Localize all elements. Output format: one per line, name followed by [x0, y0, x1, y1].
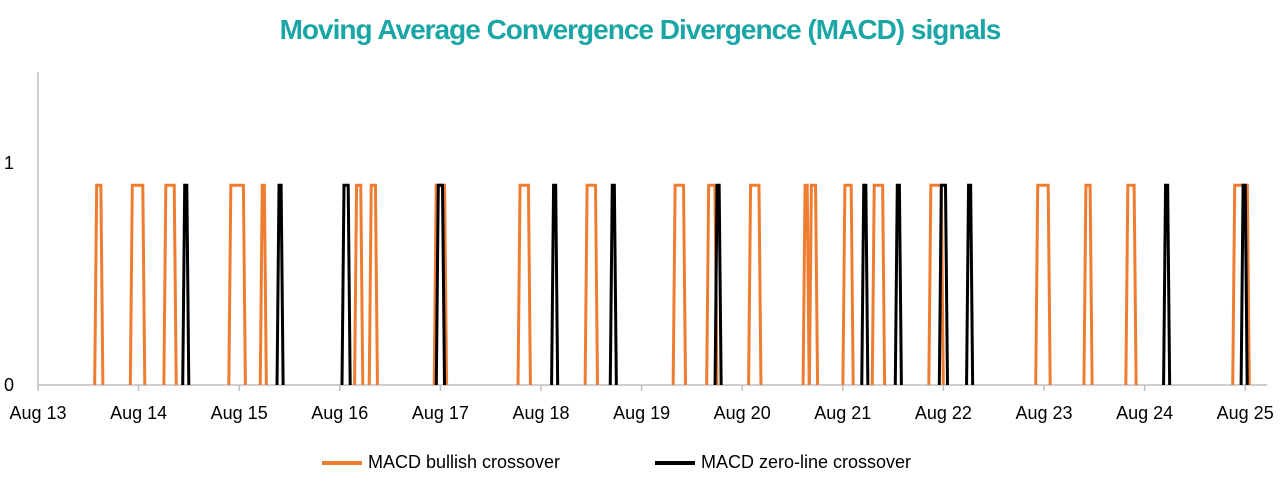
- x-tick-label: Aug 16: [311, 403, 368, 423]
- bullish-crossover-pulse: [807, 183, 820, 386]
- legend-item-bullish: MACD bullish crossover: [322, 452, 560, 473]
- bullish-crossover-pulse: [1082, 183, 1094, 386]
- x-tick-label: Aug 20: [714, 403, 771, 423]
- bullish-crossover-pulse: [747, 183, 763, 386]
- bullish-crossover-pulse: [801, 183, 811, 386]
- bullish-crossover-pulse: [927, 183, 945, 386]
- zero-line-crossover-pulse: [937, 183, 949, 386]
- zero-line-crossover-pulse: [181, 183, 191, 386]
- y-tick-label: 1: [4, 153, 14, 173]
- legend-swatch-bullish: [322, 460, 362, 465]
- bullish-crossover-pulse: [1034, 183, 1052, 386]
- zero-line-crossover-pulse: [860, 183, 870, 386]
- bullish-crossover-pulse: [258, 183, 268, 386]
- zero-line-crossover-pulse: [1162, 183, 1172, 386]
- legend-item-zero-line: MACD zero-line crossover: [655, 452, 911, 473]
- bullish-crossover-pulse: [227, 183, 247, 386]
- zero-line-crossover-pulse: [1239, 183, 1249, 386]
- bullish-crossover-pulse: [671, 183, 688, 386]
- x-tick-label: Aug 15: [211, 403, 268, 423]
- bullish-crossover-pulse: [583, 183, 599, 386]
- legend-label-zero-line: MACD zero-line crossover: [701, 452, 912, 472]
- series-layer: [93, 183, 1251, 386]
- axes: [37, 72, 1268, 391]
- zero-line-crossover-pulse: [965, 183, 975, 386]
- bullish-crossover-pulse: [1124, 183, 1138, 386]
- x-tick-label: Aug 23: [1015, 403, 1072, 423]
- x-tick-label: Aug 19: [613, 403, 670, 423]
- zero-line-crossover-pulse: [550, 183, 560, 386]
- bullish-crossover-pulse: [353, 183, 365, 386]
- tick-layer: 0 1 Aug 13 Aug 14 Aug 15 Aug 16 Aug 17 Aug 18 Au…: [4, 153, 1274, 423]
- zero-line-crossover-pulse: [340, 183, 352, 386]
- x-tick-label: Aug 14: [110, 403, 167, 423]
- x-tick-label: Aug 18: [512, 403, 569, 423]
- x-tick-label: Aug 22: [915, 403, 972, 423]
- chart-title: Moving Average Convergence Divergence (M…: [279, 14, 1002, 45]
- x-tick-label: Aug 24: [1116, 403, 1173, 423]
- legend-label-bullish: MACD bullish crossover: [368, 452, 561, 472]
- bullish-crossover-pulse: [128, 183, 147, 386]
- zero-line-crossover-pulse: [893, 183, 903, 386]
- legend-swatch-zero-line: [655, 460, 695, 465]
- zero-line-crossover-pulse: [713, 183, 723, 386]
- x-tick-label: Aug 21: [814, 403, 871, 423]
- bullish-crossover-pulse: [1231, 183, 1251, 386]
- bullish-crossover-pulse: [367, 183, 379, 386]
- zero-line-crossover-pulse: [608, 183, 618, 386]
- x-tick-label: Aug 13: [9, 403, 66, 423]
- y-tick-label: 0: [4, 375, 14, 395]
- bullish-crossover-pulse: [93, 183, 105, 386]
- zero-line-crossover-pulse: [434, 183, 446, 386]
- zero-line-crossover-pulse: [275, 183, 285, 386]
- legend: MACD bullish crossover MACD zero-line cr…: [0, 452, 1280, 480]
- bullish-crossover-pulse: [162, 183, 178, 386]
- bullish-crossover-pulse: [870, 183, 887, 386]
- x-tick-label: Aug 25: [1217, 403, 1274, 423]
- bullish-crossover-pulse: [841, 183, 855, 386]
- bullish-crossover-pulse: [516, 183, 532, 386]
- x-tick-label: Aug 17: [412, 403, 469, 423]
